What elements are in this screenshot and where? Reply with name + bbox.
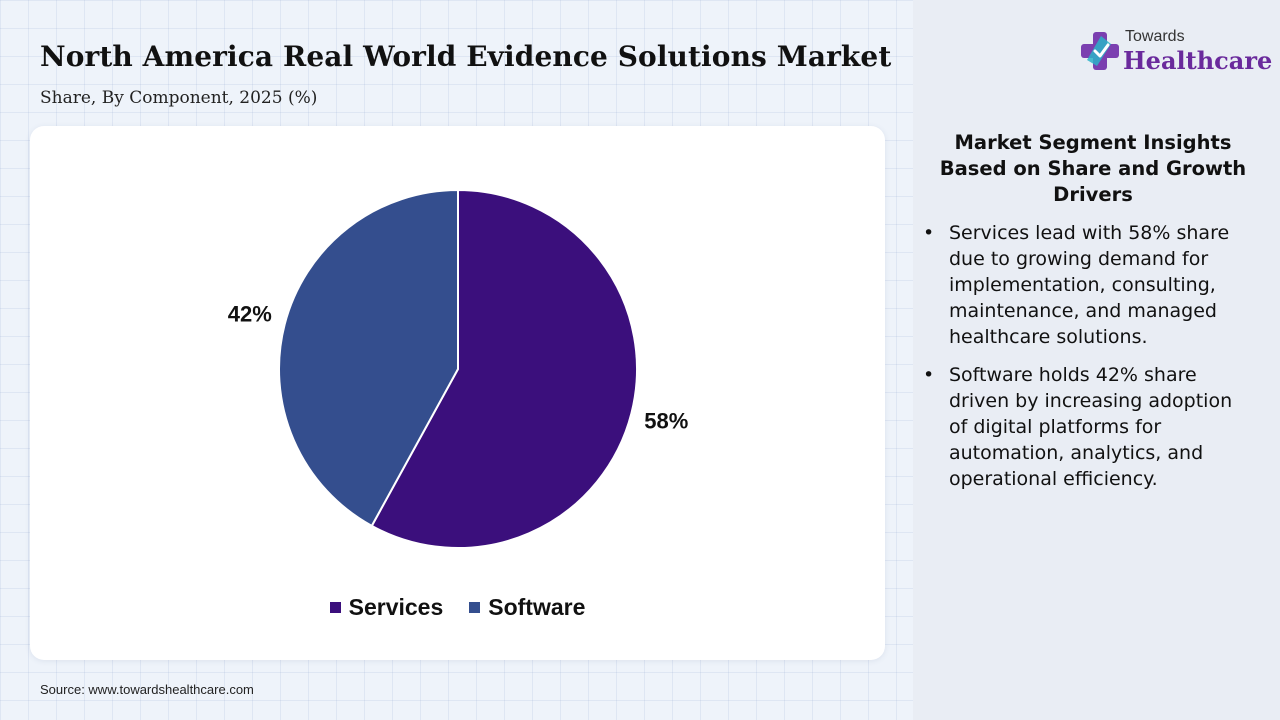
chart-section: North America Real World Evidence Soluti… [30,40,892,697]
insight-item-software: • Software holds 42% share driven by inc… [923,362,1253,492]
page-subtitle: Share, By Component, 2025 (%) [40,88,318,108]
insight-text-services: Services lead with 58% share due to grow… [949,222,1230,348]
brand-logo: Towards Healthcare [1081,26,1272,78]
legend-item-software: Software [469,594,585,621]
pie-chart: 58% 42% [228,188,688,549]
bullet-icon: • [923,364,935,386]
bullet-icon: • [923,222,935,244]
chart-card: 58% 42% Services Software [30,126,885,660]
insights-title: Market Segment Insights Based on Share a… [939,131,1247,206]
insights-panel: Towards Healthcare Market Segment Insigh… [913,0,1280,720]
logo-text-healthcare: Healthcare [1123,46,1273,75]
pie-label-services: 58% [644,408,688,433]
legend-swatch-software [469,602,481,613]
medical-cross-icon [1081,32,1119,70]
legend-label-services: Services [348,594,444,620]
insight-text-software: Software holds 42% share driven by incre… [949,364,1233,490]
legend-label-software: Software [488,594,586,620]
chart-legend: Services Software [30,594,885,621]
pie-slice-software [278,188,459,528]
pie-label-software: 42% [228,301,272,326]
page-title: North America Real World Evidence Soluti… [40,40,892,73]
legend-item-services: Services [329,594,444,621]
insights-list: • Services lead with 58% share due to gr… [923,220,1253,504]
legend-swatch-services [329,602,341,613]
pie-slice-services [370,188,638,549]
source-note: Source: www.towardshealthcare.com [40,682,254,697]
logo-text-towards: Towards [1125,28,1185,45]
insight-item-services: • Services lead with 58% share due to gr… [923,220,1253,350]
